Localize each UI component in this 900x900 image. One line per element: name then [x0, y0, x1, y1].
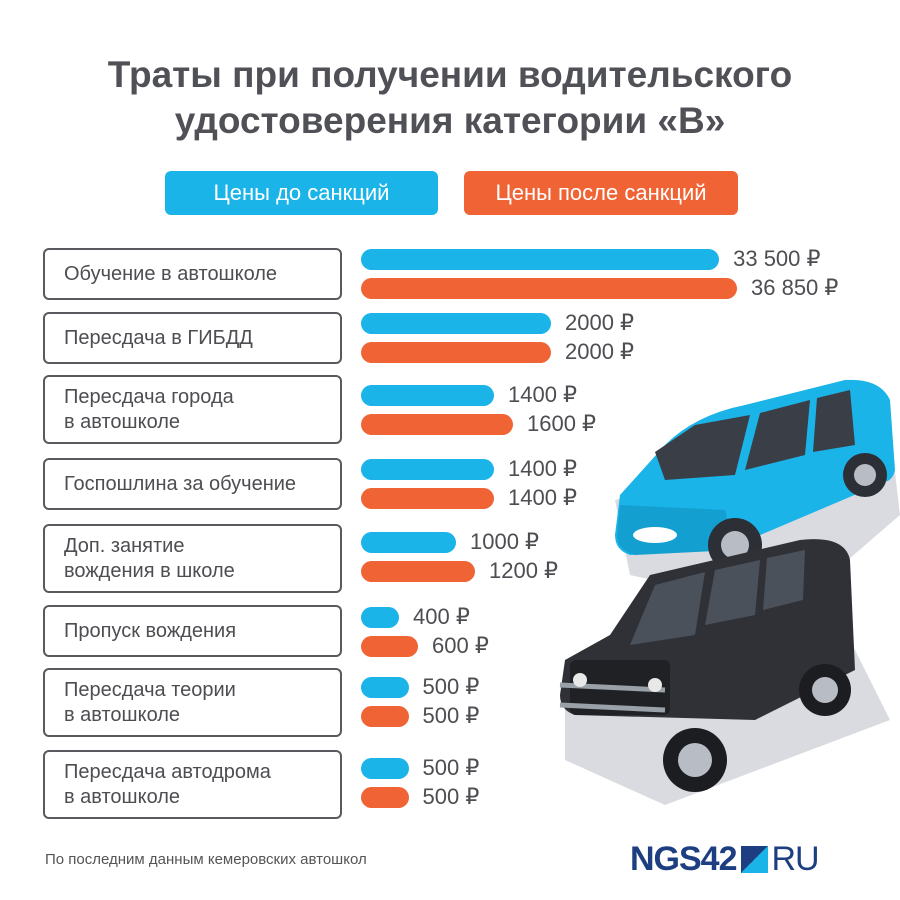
cars-illustration [559, 379, 900, 805]
footnote: По последним данным кемеровских автошкол [45, 851, 367, 868]
bar-after [361, 561, 475, 582]
bar-before [361, 677, 409, 698]
value-label-before: 1400 ₽ [508, 382, 578, 407]
value-label-before: 400 ₽ [413, 604, 470, 629]
category-label-text: Пересдача в ГИБДД [64, 326, 253, 349]
value-label-before: 33 500 ₽ [733, 246, 821, 271]
value-label-before: 2000 ₽ [565, 310, 635, 335]
bar-after [361, 342, 551, 363]
bar-before [361, 385, 494, 406]
value-label-after: 36 850 ₽ [751, 275, 839, 300]
category-label: Обучение в автошколе [43, 248, 342, 300]
category-label-text: Пропуск вождения [64, 619, 237, 642]
bar-before [361, 758, 409, 779]
bar-before [361, 532, 456, 553]
value-label-after: 1400 ₽ [508, 485, 578, 510]
category-label-text: Обучение в автошколе [64, 262, 278, 285]
bar-before [361, 459, 494, 480]
bar-before [361, 607, 399, 628]
legend-after: Цены после санкций [464, 171, 738, 215]
category-label-text: Госпошлина за обучение [64, 472, 297, 495]
bar-after [361, 488, 494, 509]
value-label-after: 600 ₽ [432, 633, 489, 658]
chart-title: Траты при получении водительского удосто… [0, 52, 900, 144]
category-label: Доп. занятие вождения в школе [43, 524, 342, 593]
category-label: Пересдача в ГИБДД [43, 312, 342, 364]
category-label: Пересдача теории в автошколе [43, 668, 342, 737]
category-label: Пересдача автодрома в автошколе [43, 750, 342, 819]
value-label-before: 1000 ₽ [470, 529, 540, 554]
value-label-after: 500 ₽ [422, 703, 480, 728]
bar-after [361, 706, 409, 727]
bar-after [361, 278, 737, 299]
bar-after [361, 636, 418, 657]
bar-before [361, 249, 720, 270]
title-line-1: Траты при получении водительского [107, 54, 793, 95]
logo-square-icon [740, 845, 768, 873]
logo-suffix: RU [771, 839, 820, 878]
bar-after [361, 414, 513, 435]
value-label-after: 1200 ₽ [489, 558, 559, 583]
legend-before: Цены до санкций [165, 171, 438, 215]
category-label: Госпошлина за обучение [43, 458, 342, 510]
ngs42-logo: NGS42 RU [630, 839, 820, 879]
value-label-after: 500 ₽ [422, 784, 480, 809]
bar-before [361, 313, 551, 334]
category-label-text: Пересдача теории в автошколе [64, 678, 236, 726]
value-label-before: 500 ₽ [422, 674, 480, 699]
value-label-before: 500 ₽ [422, 755, 480, 780]
bar-after [361, 787, 409, 808]
title-line-2: удостоверения категории «В» [174, 100, 726, 141]
category-label-text: Пересдача автодрома в автошколе [64, 760, 271, 808]
value-label-after: 2000 ₽ [565, 339, 635, 364]
category-label-text: Пересдача города в автошколе [64, 385, 234, 433]
category-label: Пропуск вождения [43, 605, 342, 657]
category-label: Пересдача города в автошколе [43, 375, 342, 444]
value-label-before: 1400 ₽ [508, 456, 578, 481]
logo-text: NGS42 [630, 839, 737, 878]
black-suv-icon [559, 539, 890, 805]
category-label-text: Доп. занятие вождения в школе [64, 534, 235, 582]
value-label-after: 1600 ₽ [527, 411, 597, 436]
